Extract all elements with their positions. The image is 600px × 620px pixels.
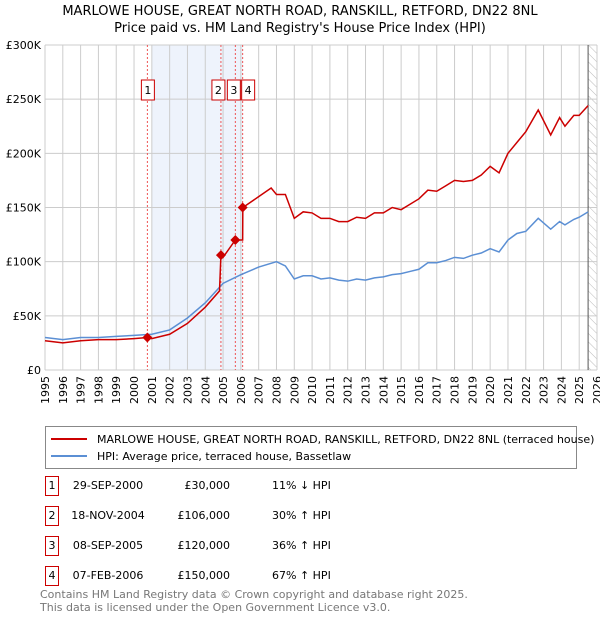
x-tick-label: 2021 [502, 376, 515, 404]
sale-point [237, 202, 248, 213]
sale-marker-box [226, 79, 241, 101]
sale-marker-badge: 4 [45, 566, 59, 586]
legend-label-property: MARLOWE HOUSE, GREAT NORTH ROAD, RANSKIL… [97, 432, 595, 446]
x-tick-label: 2003 [181, 376, 194, 404]
x-tick-label: 1999 [110, 376, 123, 404]
sale-hpi-diff: 11% ↓ HPI [272, 479, 331, 492]
x-tick-label: 2009 [288, 376, 301, 404]
y-tick-label: £300K [6, 39, 42, 52]
sale-date: 08-SEP-2005 [72, 539, 144, 552]
x-tick-label: 2016 [413, 376, 426, 404]
sale-marker-box [211, 79, 226, 101]
x-tick-label: 2017 [431, 376, 444, 404]
x-tick-label: 2024 [555, 376, 568, 404]
sale-point [215, 250, 226, 261]
sale-marker-badge: 1 [45, 476, 59, 496]
x-tick-label: 2019 [466, 376, 479, 404]
sale-marker-badge: 2 [45, 506, 59, 526]
footer-copyright: Contains HM Land Registry data © Crown c… [40, 588, 468, 601]
x-tick-label: 2020 [484, 376, 497, 404]
sale-marker-label: 4 [245, 84, 252, 97]
chart-title: MARLOWE HOUSE, GREAT NORTH ROAD, RANSKIL… [62, 4, 538, 19]
sale-point [230, 235, 241, 245]
sale-marker-label: 1 [144, 84, 151, 97]
sale-price: £120,000 [177, 539, 231, 552]
x-tick-label: 2025 [573, 376, 586, 404]
sale-marker-box [241, 79, 256, 101]
sale-marker-badge: 3 [45, 536, 59, 556]
sale-date: 18-NOV-2004 [71, 509, 145, 522]
sale-price: £30,000 [184, 479, 231, 492]
x-tick-label: 1996 [57, 376, 70, 404]
sale-date: 07-FEB-2006 [72, 569, 144, 582]
legend-label-hpi: HPI: Average price, terraced house, Bass… [97, 449, 352, 463]
sale-row: 2 18-NOV-2004 £106,000 30% ↑ HPI [45, 506, 445, 528]
y-tick-label: £200K [6, 147, 42, 160]
x-tick-label: 2018 [449, 376, 462, 404]
x-tick-label: 2007 [253, 376, 266, 404]
x-tick-label: 2026 [591, 376, 600, 404]
sale-row: 4 07-FEB-2006 £150,000 67% ↑ HPI [45, 566, 445, 588]
y-tick-label: £100K [6, 256, 42, 269]
property-price-line [44, 105, 589, 344]
sale-price: £106,000 [177, 509, 231, 522]
y-tick-label: £250K [6, 93, 42, 106]
x-tick-label: 2010 [306, 376, 319, 404]
legend-swatch-property [51, 438, 87, 440]
x-tick-label: 2001 [146, 376, 159, 404]
sale-hpi-diff: 36% ↑ HPI [272, 539, 331, 552]
footer-licence: This data is licensed under the Open Gov… [40, 601, 391, 614]
sale-row: 3 08-SEP-2005 £120,000 36% ↑ HPI [45, 536, 445, 558]
sale-date: 29-SEP-2000 [72, 479, 144, 492]
x-tick-label: 2012 [342, 376, 355, 404]
sale-marker-box [140, 79, 155, 101]
sale-point [142, 332, 153, 343]
x-tick-label: 2006 [235, 376, 248, 404]
sale-hpi-diff: 30% ↑ HPI [272, 509, 331, 522]
x-tick-label: 2013 [360, 376, 373, 404]
sale-marker-label: 3 [230, 84, 237, 97]
x-tick-label: 2000 [128, 376, 141, 404]
hpi-line [44, 211, 589, 341]
x-tick-label: 1998 [92, 376, 105, 404]
x-tick-label: 1997 [75, 376, 88, 404]
x-tick-label: 2008 [270, 376, 283, 404]
y-tick-label: £150K [6, 202, 42, 215]
sale-marker-label: 2 [215, 84, 222, 97]
chart-subtitle: Price paid vs. HM Land Registry's House … [114, 21, 486, 36]
sale-price: £150,000 [177, 569, 231, 582]
x-tick-label: 2011 [324, 376, 337, 404]
x-tick-label: 2005 [217, 376, 230, 404]
x-tick-label: 2015 [395, 376, 408, 404]
legend: MARLOWE HOUSE, GREAT NORTH ROAD, RANSKIL… [45, 426, 594, 469]
x-tick-label: 2023 [538, 376, 551, 404]
legend-swatch-hpi [51, 455, 87, 457]
sale-row: 1 29-SEP-2000 £30,000 11% ↓ HPI [45, 476, 445, 498]
footer: Contains HM Land Registry data © Crown c… [40, 588, 468, 614]
sale-hpi-diff: 67% ↑ HPI [272, 569, 331, 582]
x-tick-label: 2014 [377, 376, 390, 404]
x-tick-label: 2004 [199, 376, 212, 404]
y-tick-label: £50K [13, 310, 42, 323]
price-chart: 1995 1996 1997 1998 1999 2000 2001 2002 2003 2004… [6, 39, 600, 404]
x-tick-label: 2022 [520, 376, 533, 404]
y-tick-label: £0 [27, 364, 41, 377]
x-tick-label: 2002 [164, 376, 177, 404]
x-tick-label: 1995 [39, 376, 52, 404]
